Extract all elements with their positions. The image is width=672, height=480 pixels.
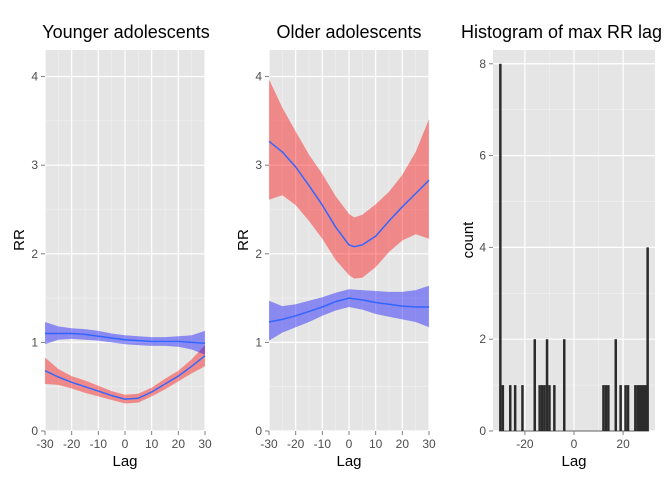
y-tick-label: 8: [479, 57, 486, 71]
smooth-line-2: [268, 297, 429, 323]
x-tick-label: 10: [369, 437, 383, 451]
histogram-bar: [509, 385, 512, 431]
y-tick-label: 0: [255, 424, 262, 438]
x-axis-title-older: Lag: [336, 453, 361, 470]
x-tick-label: -30: [260, 437, 278, 451]
y-tick-label: 4: [255, 70, 262, 84]
panel-older-adolescents: Older adolescents -30 -20 -10 0 10 20 30 0 1 2 3 4…: [235, 22, 436, 470]
histogram-bar: [636, 385, 640, 431]
y-tick-label: 0: [479, 424, 486, 438]
histogram-bar: [543, 385, 546, 431]
series-lines-younger: [44, 332, 206, 400]
y-tick-label: 6: [479, 149, 486, 163]
x-tick-label: 0: [346, 437, 353, 451]
histogram-bar: [602, 385, 605, 431]
panel-title-histogram: Histogram of max RR lag: [461, 22, 662, 42]
histogram-bar: [607, 385, 610, 431]
confidence-bands-older: [269, 79, 429, 341]
histogram-bars: [499, 63, 649, 432]
x-tick-label: 30: [198, 437, 212, 451]
histogram-bar: [538, 385, 541, 431]
histogram-bar: [499, 63, 502, 432]
histogram-bar: [646, 247, 649, 431]
x-tick-label: 10: [145, 437, 159, 451]
y-tick-label: 4: [31, 70, 38, 84]
panel-younger-adolescents: Younger adolescents -30 -20 -10 0 10 20 30 0 1 2…: [11, 22, 212, 470]
x-tick-label: 0: [122, 437, 129, 451]
x-tick-label: 20: [172, 437, 186, 451]
y-tick-label: 3: [31, 158, 38, 172]
x-axis-title-younger: Lag: [112, 453, 137, 470]
x-tick-label: -30: [36, 437, 54, 451]
histogram-bar: [641, 385, 644, 431]
y-tick-label: 2: [255, 247, 262, 261]
x-tick-label: 20: [616, 437, 630, 451]
confidence-band-1: [45, 345, 205, 404]
smooth-line-1: [268, 140, 430, 248]
histogram-bar: [553, 385, 556, 431]
panel-title-younger: Younger adolescents: [42, 22, 209, 42]
confidence-band-1: [269, 79, 429, 279]
smooth-line-1: [44, 355, 206, 400]
histogram-bar: [604, 385, 608, 431]
x-ticks-older: -30 -20 -10 0 10 20 30: [260, 431, 436, 451]
histogram-bar: [614, 339, 617, 431]
histogram-bar: [624, 385, 627, 431]
x-tick-label: -10: [314, 437, 332, 451]
confidence-band-2: [269, 285, 429, 341]
histogram-bar: [626, 385, 630, 431]
grid-histogram: [493, 50, 655, 432]
x-ticks-histogram: -20 0 20: [516, 431, 630, 451]
histogram-bar: [563, 339, 566, 431]
y-tick-label: 3: [255, 158, 262, 172]
y-tick-label: 1: [255, 335, 262, 349]
x-axis-title-histogram: Lag: [561, 453, 586, 470]
y-ticks-older: 0 1 2 3 4: [255, 70, 269, 438]
y-tick-label: 4: [479, 240, 486, 254]
y-axis-title-younger: RR: [11, 229, 28, 251]
x-ticks-younger: -30 -20 -10 0 10 20 30: [36, 431, 212, 451]
y-axis-title-older: RR: [235, 229, 252, 251]
histogram-bar: [548, 385, 551, 431]
x-tick-label: -20: [516, 437, 534, 451]
y-axis-title-histogram: count: [460, 221, 477, 259]
y-tick-label: 1: [31, 335, 38, 349]
histogram-bar: [545, 339, 549, 431]
series-lines-older: [268, 140, 430, 323]
x-tick-label: -20: [287, 437, 305, 451]
y-ticks-younger: 0 1 2 3 4: [31, 70, 45, 438]
x-tick-label: -20: [63, 437, 81, 451]
panel-histogram: Histogram of max RR lag -20 0 20 0 2 4 6 8 Lag…: [460, 22, 662, 470]
x-tick-label: -10: [90, 437, 108, 451]
x-tick-label: 20: [396, 437, 410, 451]
confidence-bands-younger: [45, 322, 205, 404]
x-tick-label: 30: [422, 437, 436, 451]
histogram-bar: [644, 385, 647, 431]
histogram-bar: [634, 385, 637, 431]
x-tick-label: 0: [571, 437, 578, 451]
histogram-bar: [533, 339, 536, 431]
y-tick-label: 0: [31, 424, 38, 438]
histogram-bar: [521, 385, 524, 431]
smooth-line-2: [45, 332, 206, 345]
histogram-bar: [540, 385, 544, 431]
y-tick-label: 2: [31, 247, 38, 261]
y-tick-label: 2: [479, 332, 486, 346]
histogram-bar: [513, 385, 517, 431]
confidence-band-2: [45, 322, 205, 355]
y-ticks-histogram: 0 2 4 6 8: [479, 57, 493, 438]
histogram-bar: [501, 385, 505, 431]
histogram-bar: [619, 385, 622, 431]
panel-title-older: Older adolescents: [276, 22, 421, 42]
histogram-bar: [639, 385, 642, 431]
